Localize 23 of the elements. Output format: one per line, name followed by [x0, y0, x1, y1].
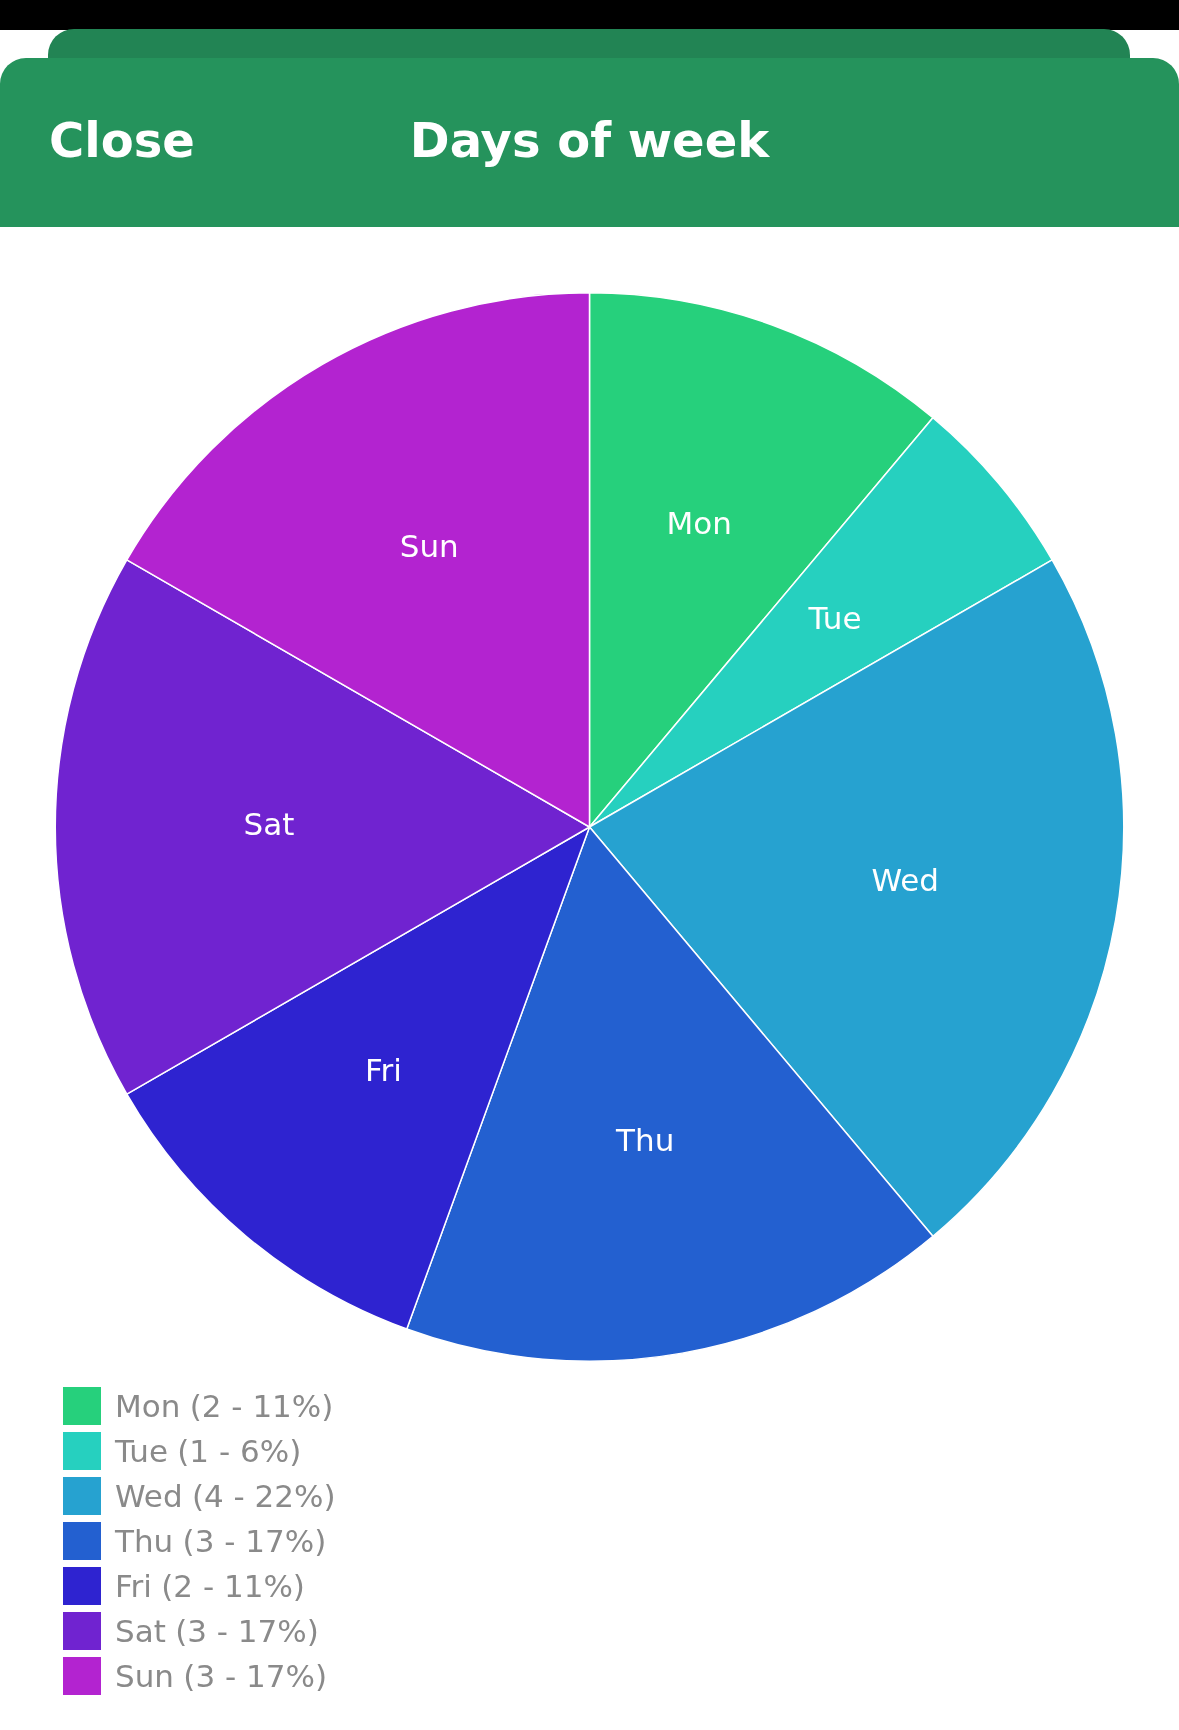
data-label: (2 - 11%) [189, 1387, 334, 1424]
legend-label: Sat [115, 1612, 166, 1649]
slice-label: Sat [243, 806, 295, 843]
legend-label: Thu [115, 1522, 174, 1559]
legend-label: Wed [115, 1477, 183, 1514]
slice-label: Thu [615, 1121, 675, 1158]
data-label: (3 - 17%) [183, 1657, 327, 1694]
legend-label: Fri [115, 1567, 152, 1604]
data-label: (3 - 17%) [175, 1612, 319, 1649]
data-label: (2 - 11%) [161, 1567, 305, 1604]
legend-label: Mon [115, 1387, 181, 1424]
legend-label: Tue [115, 1432, 168, 1469]
chart-title: Days of week [409, 112, 770, 168]
data-label: (1 - 6%) [177, 1432, 302, 1469]
slice-label: Wed [871, 861, 939, 898]
data-label: (4 - 22%) [191, 1477, 336, 1514]
legend-label: Sun [115, 1657, 174, 1694]
slice-label: Tue [807, 600, 862, 636]
slice-label: Fri [364, 1051, 402, 1088]
data-label: (3 - 17%) [182, 1522, 327, 1559]
slice-label: Sun [399, 528, 459, 565]
close-button[interactable]: Close [49, 112, 195, 168]
slice-label: Mon [666, 504, 732, 541]
